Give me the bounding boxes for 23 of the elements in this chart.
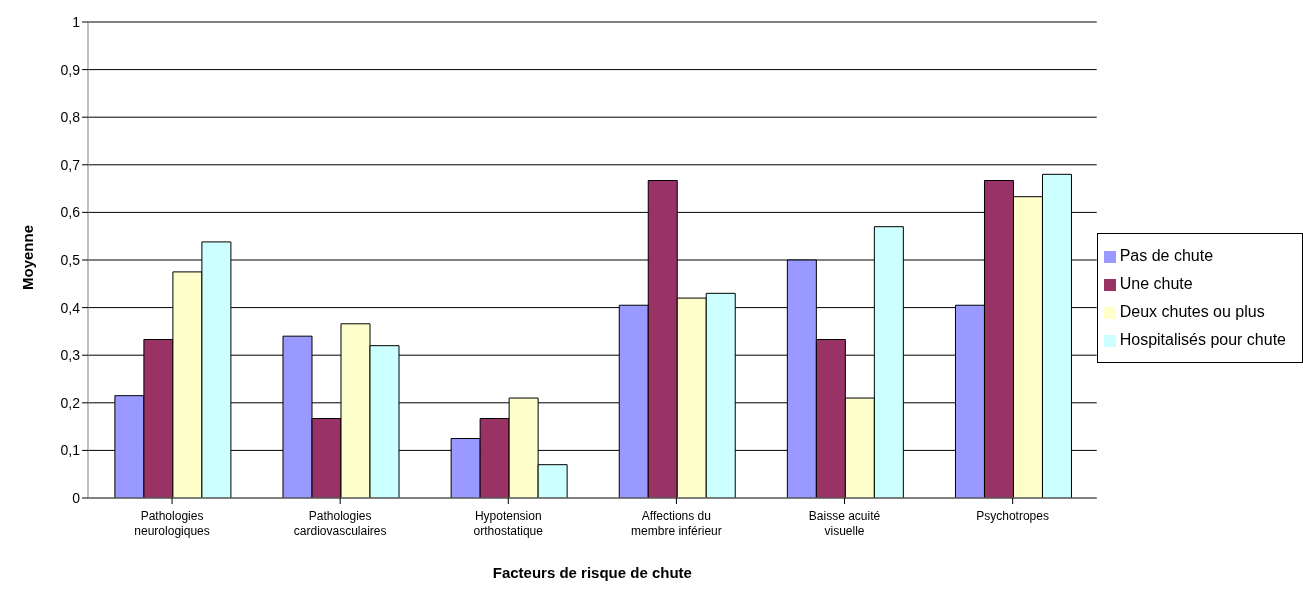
y-tick-label: 0,1 (60, 442, 81, 459)
y-tick-label: 0,2 (60, 394, 81, 411)
y-tick-label: 0,5 (60, 251, 81, 268)
legend-label: Pas de chute (1119, 247, 1214, 264)
x-tick-label: Pathologies cardiovasculaires (293, 509, 387, 538)
y-tick-label: 0,7 (60, 156, 81, 173)
y-axis-title: Moyenne (19, 224, 37, 290)
legend-label: Hospitalisés pour chute (1119, 331, 1286, 348)
legend-label: Une chute (1119, 275, 1193, 292)
y-tick-label: 0,4 (60, 299, 81, 316)
y-tick-label: 0,9 (60, 61, 81, 78)
y-tick-label: 0,6 (60, 204, 81, 221)
x-tick-label: Affections du membre inférieur (631, 509, 722, 538)
x-axis-title: Facteurs de risque de chute (492, 564, 692, 581)
y-tick-label: 1 (72, 13, 81, 30)
x-tick-label: Psychotropes (976, 509, 1049, 523)
x-tick-label: Hypotension orthostatique (473, 509, 544, 538)
y-tick-label: 0,3 (60, 347, 81, 364)
x-tick-label: Baisse acuité visuelle (808, 509, 881, 538)
y-tick-label: 0 (72, 489, 81, 506)
legend-label: Deux chutes ou plus (1119, 303, 1265, 320)
x-tick-label: Pathologies neurologiques (134, 509, 210, 538)
y-tick-label: 0,8 (60, 109, 81, 126)
